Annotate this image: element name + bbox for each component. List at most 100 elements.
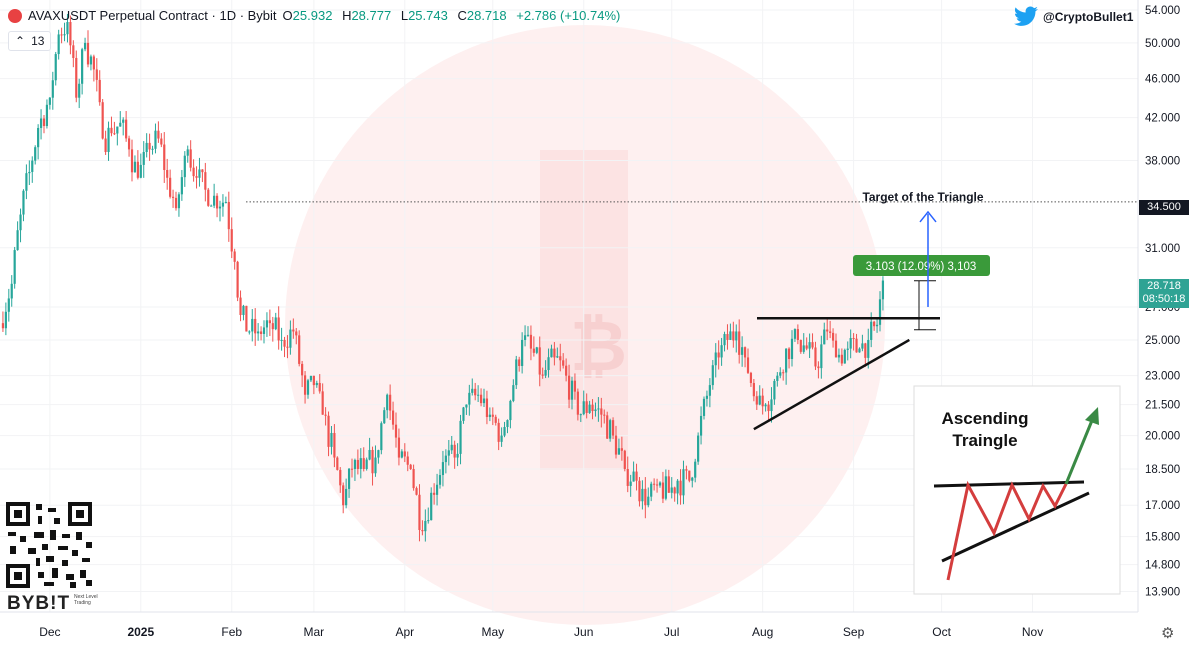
- candle-body: [130, 149, 134, 173]
- candle-body: [711, 365, 714, 386]
- candle-body: [125, 119, 128, 139]
- candle-body: [705, 395, 709, 399]
- candle-body: [189, 149, 192, 168]
- gear-icon[interactable]: ⚙: [1161, 625, 1175, 642]
- candle-body: [814, 347, 817, 367]
- candle-body: [242, 305, 245, 315]
- candle-body: [620, 448, 623, 451]
- candle-body: [667, 476, 670, 493]
- candle-body: [694, 461, 697, 478]
- candle-body: [183, 155, 186, 178]
- candle-body: [98, 79, 101, 103]
- twitter-watermark: @CryptoBullet1: [1013, 6, 1133, 28]
- candle-body: [503, 426, 506, 436]
- candle-body: [424, 520, 427, 532]
- candle-body: [823, 329, 826, 345]
- candle-body: [679, 480, 682, 496]
- candle-body: [210, 205, 213, 207]
- candle-body: [629, 481, 632, 486]
- y-axis[interactable]: 54.00050.00046.00042.00038.00031.00027.0…: [1145, 5, 1180, 599]
- candle-body: [171, 196, 175, 198]
- candle-body: [142, 152, 145, 165]
- candle-body: [600, 408, 603, 415]
- candle-body: [562, 360, 565, 366]
- x-tick-label: Oct: [932, 625, 951, 639]
- candle-body: [441, 462, 445, 476]
- candle-body: [57, 34, 60, 55]
- candle-body: [834, 340, 838, 358]
- candle-body: [330, 432, 333, 447]
- candle-body: [389, 394, 392, 411]
- y-tick-label: 20.000: [1145, 431, 1180, 443]
- candle-body: [72, 45, 75, 58]
- candle-body: [500, 435, 503, 442]
- candle-body: [655, 484, 659, 486]
- x-axis[interactable]: Dec 2025 Feb Mar Apr May Jun Jul Aug Sep Oct Nov: [39, 625, 1043, 639]
- candle-body: [177, 194, 181, 209]
- y-tick-label: 17.000: [1145, 500, 1180, 512]
- candle-body: [54, 54, 57, 81]
- candle-body: [119, 122, 122, 127]
- close-value: 28.718: [466, 8, 507, 23]
- x-tick-label: Dec: [39, 625, 60, 639]
- candle-body: [295, 331, 298, 336]
- symbol-title[interactable]: AVAXUSDT Perpetual Contract · 1D · Bybit: [28, 8, 277, 23]
- candle-body: [418, 494, 421, 530]
- change-value: +2.786 (+10.74%): [516, 8, 621, 23]
- high-value: 28.777: [351, 8, 392, 23]
- y-tick-label: 13.900: [1145, 586, 1180, 598]
- candle-body: [345, 488, 348, 506]
- candle-body: [315, 382, 318, 386]
- candle-body: [793, 329, 797, 339]
- candle-body: [409, 464, 412, 469]
- candle-body: [787, 348, 791, 360]
- inset-title-line2: Traingle: [952, 431, 1017, 450]
- inset-breakout-arrow: [1064, 417, 1095, 485]
- candle-body: [306, 380, 310, 395]
- candle-body: [148, 142, 151, 150]
- candle-body: [453, 444, 456, 458]
- candle-body: [60, 34, 63, 36]
- candle-body: [312, 375, 315, 386]
- candle-body: [785, 348, 788, 373]
- candle-body: [101, 102, 104, 139]
- candle-body: [136, 161, 139, 178]
- candle-body: [749, 372, 753, 384]
- candle-body: [400, 451, 403, 458]
- candle-body: [1, 323, 5, 329]
- candle-body: [565, 365, 568, 376]
- candle-body: [732, 331, 735, 341]
- candle-body: [174, 197, 178, 209]
- candle-body: [394, 424, 398, 438]
- candle-body: [292, 329, 295, 332]
- candle-body: [518, 359, 521, 366]
- ascending-triangle-inset: Ascending Traingle: [913, 385, 1121, 595]
- candle-body: [224, 201, 227, 203]
- candle-body: [632, 471, 635, 482]
- candle-body: [799, 339, 802, 352]
- candle-body: [39, 118, 43, 128]
- indicator-count: 13: [31, 34, 45, 48]
- indicator-toggle[interactable]: ⌃ 13: [8, 31, 52, 51]
- candle-body: [641, 488, 644, 502]
- candle-body: [19, 214, 22, 231]
- candle-body: [515, 359, 518, 386]
- candle-body: [837, 354, 841, 358]
- candle-body: [213, 195, 216, 206]
- candle-body: [843, 349, 846, 364]
- candle-body: [567, 375, 571, 400]
- candle-body: [482, 398, 486, 404]
- x-tick-label: Feb: [221, 625, 242, 639]
- candle-body: [623, 450, 626, 469]
- candle-body: [626, 468, 629, 486]
- candle-body: [169, 177, 172, 197]
- candle-body: [251, 318, 254, 332]
- y-tick-label: 50.000: [1145, 38, 1180, 50]
- candle-body: [127, 138, 131, 150]
- candle-body: [529, 334, 533, 349]
- candle-body: [846, 348, 849, 350]
- bar-countdown: 08:50:18: [1142, 293, 1186, 305]
- candle-body: [342, 485, 345, 506]
- candle-body: [268, 320, 271, 324]
